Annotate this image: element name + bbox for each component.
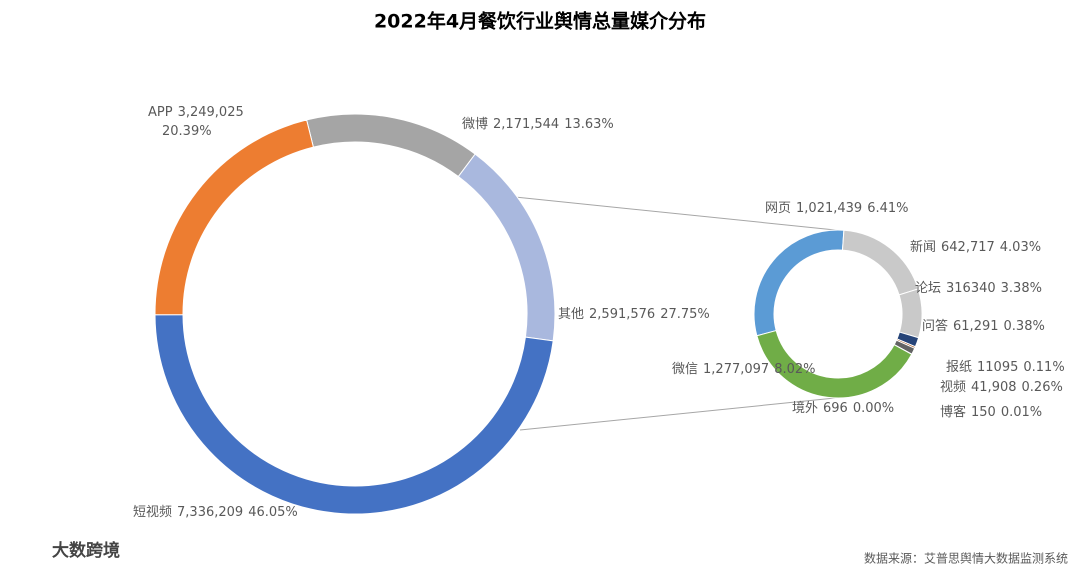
connector <box>514 196 846 232</box>
donut-slice <box>898 288 923 339</box>
value-label: 2,171,544 <box>493 117 559 132</box>
data-label: 问答 61,291 0.38% <box>922 318 1045 334</box>
percent-label: 6.41% <box>867 201 908 216</box>
data-label: 其他 2,591,576 27.75% <box>558 307 710 322</box>
value-label: 696 <box>823 401 848 416</box>
data-label: 网页 1,021,439 6.41% <box>765 201 909 216</box>
connector <box>519 396 846 431</box>
chart-title: 2022年4月餐饮行业舆情总量媒介分布 <box>374 10 706 33</box>
percent-label: 20.39% <box>162 124 212 139</box>
value-label: 1,277,097 <box>703 362 769 377</box>
donut-slice <box>154 119 314 316</box>
data-label: 论坛 316340 3.38% <box>915 281 1042 296</box>
value-label: 7,336,209 <box>177 505 243 520</box>
percent-label: 0.00% <box>853 401 894 416</box>
data-label: 报纸 11095 0.11% <box>946 360 1065 375</box>
donut-slice <box>756 329 913 399</box>
donut-slice <box>841 229 919 296</box>
category-label: 视频 <box>940 380 966 395</box>
category-label: 微博 <box>462 117 488 132</box>
data-label: 视频 41,908 0.26% <box>940 380 1063 395</box>
value-label: 11095 <box>977 360 1018 375</box>
percent-label: 0.11% <box>1023 360 1064 375</box>
source: 数据来源：艾普思舆情大数据监测系统 <box>864 551 1068 566</box>
category-label: 网页 <box>765 201 791 216</box>
value-label: 61,291 <box>953 319 999 334</box>
value-label: 41,908 <box>971 380 1017 395</box>
value-label: 316340 <box>946 281 996 296</box>
value-label: 150 <box>971 405 996 420</box>
percent-label: 0.38% <box>1004 319 1045 334</box>
category-label: 论坛 <box>915 281 941 296</box>
percent-label: 8.02% <box>774 362 815 377</box>
category-label: 报纸 <box>946 360 972 375</box>
data-label: 博客 150 0.01% <box>940 404 1042 420</box>
category-label: 问答 <box>922 318 948 334</box>
category-label: 博客 <box>940 404 966 420</box>
percent-label: 13.63% <box>564 117 614 132</box>
category-label: 微信 <box>672 362 698 377</box>
data-label: 微信 1,277,097 8.02% <box>672 362 816 377</box>
value-label: 642,717 <box>941 240 995 255</box>
data-label: 短视频 7,336,209 46.05% <box>133 505 298 520</box>
donut-slice <box>753 229 845 337</box>
category-label: APP <box>148 105 173 120</box>
brand: 大数跨境 <box>52 540 120 561</box>
percent-label: 3.38% <box>1001 281 1042 296</box>
donut-slice <box>457 153 556 342</box>
value-label: 2,591,576 <box>589 307 655 322</box>
data-label: 微博 2,171,544 13.63% <box>462 117 614 132</box>
category-label: 其他 <box>558 307 584 322</box>
value-label: 3,249,025 <box>178 105 244 120</box>
percent-label: 0.26% <box>1022 380 1063 395</box>
category-label: 新闻 <box>910 239 936 255</box>
donut-slice <box>154 314 554 515</box>
data-label: 新闻 642,717 4.03% <box>910 239 1041 255</box>
value-label: 1,021,439 <box>796 201 862 216</box>
percent-label: 4.03% <box>1000 240 1041 255</box>
donut-slice <box>306 113 476 178</box>
percent-label: 27.75% <box>660 307 710 322</box>
percent-label: 0.01% <box>1001 405 1042 420</box>
data-label: 境外 696 0.00% <box>792 401 894 416</box>
percent-label: 46.05% <box>248 505 298 520</box>
data-label: APP 3,249,025 20.39% <box>148 105 244 139</box>
category-label: 短视频 <box>133 505 172 520</box>
category-label: 境外 <box>792 401 818 416</box>
